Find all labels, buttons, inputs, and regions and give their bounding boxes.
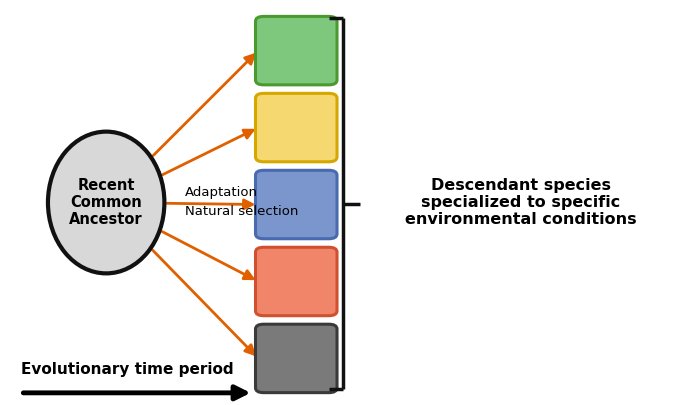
FancyBboxPatch shape bbox=[256, 93, 337, 162]
Text: Recent
Common
Ancestor: Recent Common Ancestor bbox=[69, 178, 143, 227]
FancyBboxPatch shape bbox=[256, 324, 337, 393]
Ellipse shape bbox=[48, 132, 164, 273]
FancyBboxPatch shape bbox=[256, 16, 337, 85]
Text: Natural selection: Natural selection bbox=[185, 205, 299, 218]
Text: Descendant species
specialized to specific
environmental conditions: Descendant species specialized to specif… bbox=[405, 178, 636, 227]
Text: Adaptation: Adaptation bbox=[185, 186, 258, 199]
FancyBboxPatch shape bbox=[256, 247, 337, 316]
Text: Evolutionary time period: Evolutionary time period bbox=[21, 362, 233, 377]
FancyBboxPatch shape bbox=[256, 171, 337, 239]
